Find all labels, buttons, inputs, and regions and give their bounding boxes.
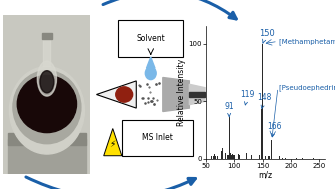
Bar [302,158,303,159]
Bar [241,155,242,159]
Y-axis label: Relative Intensity: Relative Intensity [177,59,186,126]
Bar [44,34,50,66]
Bar [268,156,269,159]
Bar [8,139,86,174]
Bar [213,156,214,159]
Text: ⚡: ⚡ [110,140,116,149]
Bar [313,158,314,159]
Ellipse shape [145,67,156,80]
X-axis label: m/z: m/z [258,170,273,179]
Bar [261,109,262,159]
Bar [233,155,234,159]
FancyArrowPatch shape [103,0,236,19]
Text: 119: 119 [241,90,255,105]
Text: 148: 148 [258,93,272,108]
Bar [265,156,266,159]
Ellipse shape [37,61,57,96]
FancyBboxPatch shape [122,120,193,156]
Bar [214,154,215,159]
Bar [296,158,297,159]
Ellipse shape [116,87,133,102]
FancyBboxPatch shape [118,20,183,57]
Bar [217,156,218,159]
Bar [8,133,86,145]
Bar [227,155,228,159]
Bar [271,140,272,159]
Bar [254,155,255,159]
Text: 150: 150 [259,29,274,43]
Polygon shape [189,84,205,105]
Bar [269,156,270,159]
Text: [Pseudoephedrine + H]+: [Pseudoephedrine + H]+ [278,84,335,91]
Bar [211,156,212,159]
Bar [231,155,232,159]
Text: Solvent: Solvent [136,34,165,43]
Bar [222,148,223,159]
FancyArrowPatch shape [26,177,195,189]
Bar [215,156,216,159]
Bar [250,155,251,159]
Bar [228,155,229,159]
Polygon shape [104,129,122,156]
Bar [238,154,239,159]
Bar [285,158,286,159]
Text: [Methamphetamine + H]+: [Methamphetamine + H]+ [278,38,335,45]
Ellipse shape [13,71,81,144]
Bar [246,153,247,159]
Bar [259,155,260,159]
Text: MS Inlet: MS Inlet [142,133,173,142]
Text: 91: 91 [224,102,234,117]
Bar [276,156,277,159]
Bar [230,153,231,159]
Ellipse shape [17,75,76,133]
Bar [282,158,283,159]
Bar [232,154,233,159]
Polygon shape [96,81,136,108]
Text: 166: 166 [267,122,282,137]
Bar [279,156,280,159]
Bar [239,155,240,159]
Ellipse shape [9,67,84,154]
Bar [42,33,52,39]
Bar [262,44,263,159]
Polygon shape [163,77,189,112]
Ellipse shape [40,71,54,93]
Bar [237,152,238,159]
Bar [189,92,205,97]
Polygon shape [146,57,155,68]
Bar [251,155,252,159]
